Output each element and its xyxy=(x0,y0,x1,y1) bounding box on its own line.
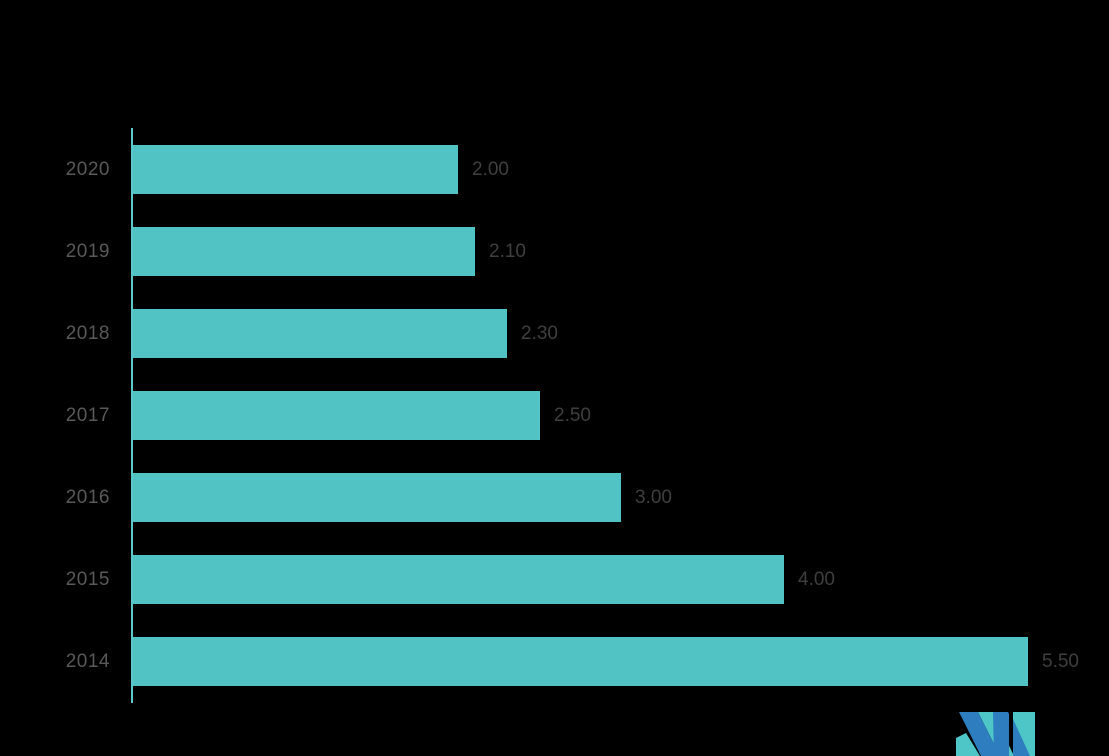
category-label: 2017 xyxy=(65,404,110,426)
category-label: 2019 xyxy=(65,240,110,262)
bar xyxy=(133,391,540,440)
bar xyxy=(133,637,1028,686)
bar xyxy=(133,555,784,604)
category-label: 2018 xyxy=(65,322,110,344)
value-label: 2.00 xyxy=(472,158,509,180)
value-label: 2.10 xyxy=(489,240,526,262)
bar xyxy=(133,145,458,194)
bar xyxy=(133,309,507,358)
bar-row: 2017 2.50 xyxy=(0,391,1109,440)
bar-row: 2015 4.00 xyxy=(0,555,1109,604)
category-label: 2014 xyxy=(65,650,110,672)
value-label: 5.50 xyxy=(1042,650,1079,672)
bar-row: 2014 5.50 xyxy=(0,637,1109,686)
bar-row: 2016 3.00 xyxy=(0,473,1109,522)
value-label: 2.50 xyxy=(554,404,591,426)
category-label: 2015 xyxy=(65,568,110,590)
bar xyxy=(133,473,621,522)
bar xyxy=(133,227,475,276)
category-label: 2020 xyxy=(65,158,110,180)
mordor-intelligence-logo-icon xyxy=(956,712,1035,756)
value-label: 4.00 xyxy=(798,568,835,590)
bar-row: 2020 2.00 xyxy=(0,145,1109,194)
category-label: 2016 xyxy=(65,486,110,508)
bar-row: 2019 2.10 xyxy=(0,227,1109,276)
y-axis-line xyxy=(131,128,133,703)
value-label: 3.00 xyxy=(635,486,672,508)
bar-row: 2018 2.30 xyxy=(0,309,1109,358)
value-label: 2.30 xyxy=(521,322,558,344)
